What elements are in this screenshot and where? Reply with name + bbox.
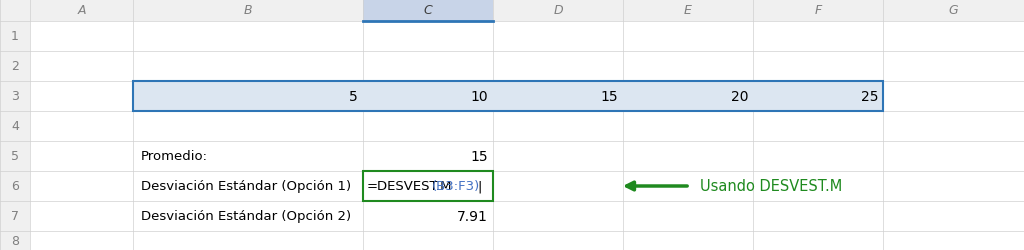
Text: D: D — [553, 4, 563, 18]
Text: 8: 8 — [11, 234, 19, 247]
Text: 5: 5 — [349, 90, 358, 104]
Text: C: C — [424, 4, 432, 18]
Text: Promedio:: Promedio: — [141, 150, 208, 163]
Text: 5: 5 — [11, 150, 19, 163]
Text: B: B — [244, 4, 252, 18]
Text: |: | — [477, 180, 482, 193]
Text: (B3:F3): (B3:F3) — [432, 180, 480, 193]
Bar — [362, 171, 493, 201]
Text: 15: 15 — [600, 90, 618, 104]
Bar — [362, 0, 493, 22]
Text: 6: 6 — [11, 180, 18, 193]
Bar — [0, 0, 1024, 22]
Text: 7.91: 7.91 — [457, 209, 488, 223]
Text: 7: 7 — [11, 210, 19, 222]
Text: =DESVEST.M: =DESVEST.M — [367, 180, 453, 193]
Text: A: A — [77, 4, 86, 18]
Text: 3: 3 — [11, 90, 18, 103]
Text: 10: 10 — [470, 90, 488, 104]
Text: E: E — [684, 4, 692, 18]
Text: 25: 25 — [860, 90, 878, 104]
Text: 4: 4 — [11, 120, 18, 133]
Text: 1: 1 — [11, 30, 18, 43]
Bar — [0, 22, 30, 250]
Text: 15: 15 — [470, 150, 488, 163]
Text: 20: 20 — [730, 90, 748, 104]
Text: F: F — [814, 4, 821, 18]
Text: Desviación Estándar (Opción 2): Desviación Estándar (Opción 2) — [141, 210, 351, 222]
Text: Desviación Estándar (Opción 1): Desviación Estándar (Opción 1) — [141, 180, 351, 193]
Bar — [0, 0, 30, 22]
Bar — [133, 82, 883, 112]
Text: Usando DESVEST.M: Usando DESVEST.M — [700, 179, 843, 194]
Text: G: G — [948, 4, 958, 18]
Text: 2: 2 — [11, 60, 18, 73]
